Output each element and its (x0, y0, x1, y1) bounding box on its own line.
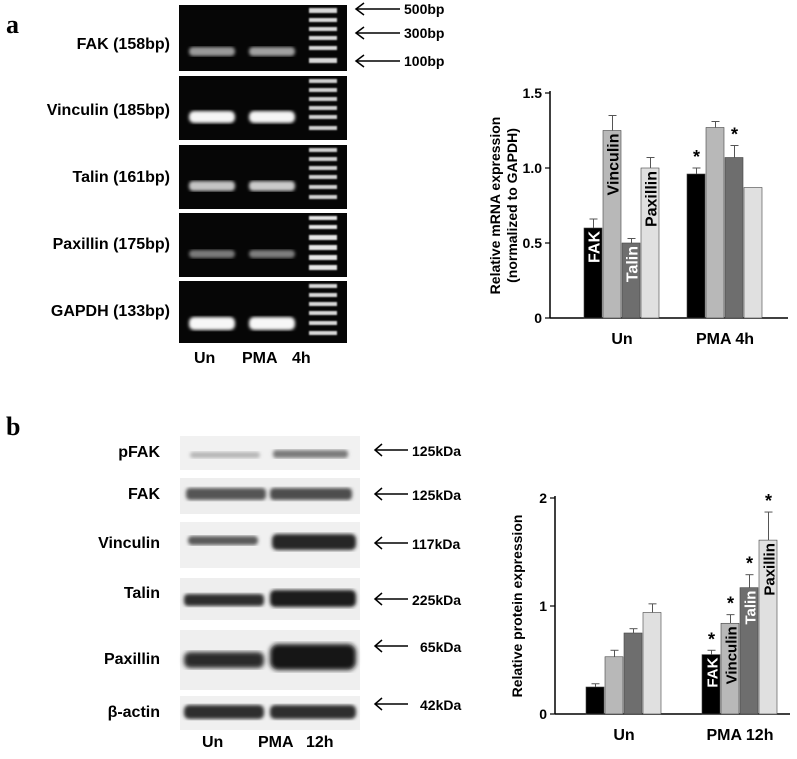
blot-label-talin: Talin (123, 585, 160, 602)
lane-label-time-b: 12h (306, 734, 334, 751)
kda-label-fak: 125kDa (412, 487, 462, 503)
significance-mark: * (708, 629, 715, 649)
kda-label-beta-actin: 42kDa (420, 697, 462, 713)
bar-label-talin: Talin (743, 591, 760, 625)
chart-a: Relative mRNA expression(normalized to G… (470, 60, 790, 365)
marker-300bp: 300bp (404, 25, 445, 41)
kda-label-vinculin: 117kDa (412, 536, 461, 552)
y-tick-label: 1 (539, 598, 547, 614)
gel-label-fak: FAK (158bp) (76, 36, 170, 53)
y-tick-label: 1.5 (523, 85, 543, 101)
bar-paxillin (743, 187, 763, 319)
blot-label-paxillin: Paxillin (103, 651, 160, 668)
bar-label-paxillin: Paxillin (644, 171, 661, 227)
bar-vinculin (720, 622, 740, 715)
bar-fak (686, 173, 706, 319)
blot-label-pfak: pFAK (118, 444, 160, 461)
significance-mark: * (746, 554, 753, 574)
gel-label-vinculin: Vinculin (185bp) (46, 102, 170, 119)
significance-mark: * (731, 125, 738, 145)
y-tick-label: 2 (539, 490, 547, 506)
y-tick-label: 0.5 (523, 235, 543, 251)
marker-arrows (352, 0, 402, 75)
panel-b-letter: b (6, 412, 21, 441)
kda-label-pfak: 125kDa (412, 443, 462, 459)
panel-a-letter: a (6, 10, 19, 39)
category-label: Un (611, 331, 632, 348)
bar-vinculin (604, 656, 624, 715)
y-axis-label: Relative protein expression (509, 515, 525, 698)
category-label: Un (613, 727, 634, 744)
marker-500bp: 500bp (404, 1, 445, 17)
kda-label-talin: 225kDa (412, 592, 462, 608)
bar-fak (585, 686, 605, 715)
chart-b: Relative protein expression 0 1 2 Un PMA 12h *… (500, 470, 795, 759)
bar-vinculin (705, 127, 725, 319)
lane-label-pma-a: PMA (242, 350, 278, 367)
bar-label-fak: FAK (705, 657, 722, 687)
bar-label-talin: Talin (625, 246, 642, 282)
gel-label-paxillin: Paxillin (175bp) (52, 236, 170, 253)
blot-label-fak: FAK (128, 486, 160, 503)
blot-label-vinculin: Vinculin (98, 535, 160, 552)
marker-100bp: 100bp (404, 53, 445, 69)
bar-label-vinculin: Vinculin (724, 626, 741, 684)
y-tick-label: 0 (539, 706, 547, 722)
significance-mark: * (693, 147, 700, 167)
lane-label-time-a: 4h (292, 350, 311, 367)
gel-label-talin: Talin (161bp) (72, 169, 171, 186)
bar-label-paxillin: Paxillin (762, 543, 779, 596)
bar-talin (623, 632, 643, 715)
western-blot-image (178, 432, 363, 737)
lane-label-un-a: Un (194, 350, 216, 367)
kda-label-paxillin: 65kDa (420, 639, 462, 655)
bar-label-fak: FAK (587, 231, 604, 263)
significance-mark: * (727, 594, 734, 614)
y-tick-label: 0 (534, 310, 542, 326)
y-tick-label: 1.0 (523, 160, 543, 176)
y-axis-label: Relative mRNA expression(normalized to G… (487, 117, 520, 295)
gel-image (179, 5, 349, 350)
blot-label-beta-actin: β-actin (107, 704, 160, 721)
lane-label-un-b: Un (202, 734, 224, 751)
category-label: PMA 4h (696, 331, 754, 348)
bar-label-vinculin: Vinculin (606, 134, 623, 196)
kda-arrows (372, 440, 412, 725)
gel-label-gapdh: GAPDH (133bp) (50, 303, 170, 320)
bar-talin (724, 157, 744, 319)
significance-mark: * (765, 491, 772, 511)
category-label: PMA 12h (707, 727, 774, 744)
bar-talin (739, 587, 759, 715)
bar-paxillin (642, 612, 662, 715)
lane-label-pma-b: PMA (258, 734, 294, 751)
